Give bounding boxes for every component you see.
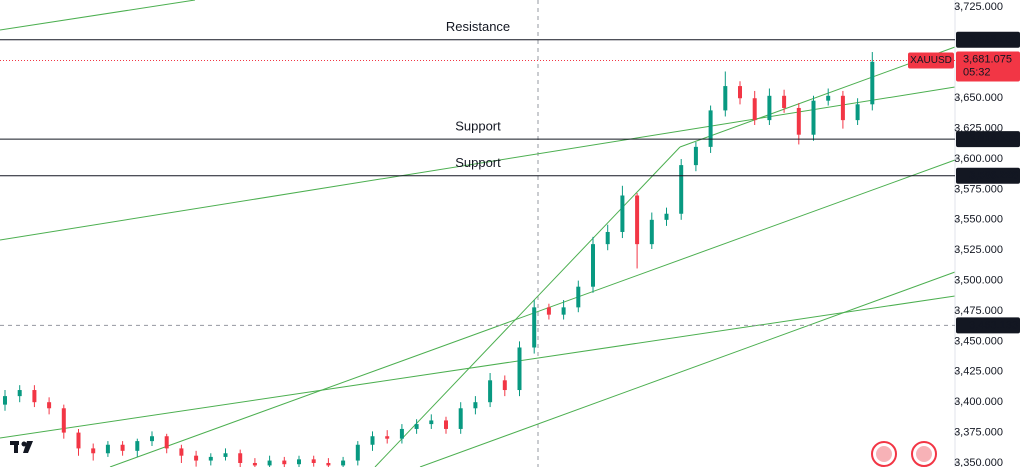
candle-body [355, 444, 360, 461]
candle-body [811, 100, 816, 135]
candle-body [297, 459, 301, 465]
y-tick-label: 3,650.000 [954, 92, 1003, 104]
candle-body [679, 165, 684, 214]
candle-body [561, 307, 566, 315]
candle-body [429, 420, 434, 425]
candle-body [620, 195, 625, 232]
candle-body [208, 456, 213, 461]
candle-body [708, 110, 713, 147]
y-tick-label: 3,450.000 [954, 335, 1003, 347]
trendline [374, 146, 681, 467]
flag-icons [871, 441, 937, 467]
candle-body [870, 61, 875, 105]
trendline [0, 295, 956, 439]
candle-body [164, 436, 169, 449]
candle-body [752, 98, 757, 121]
candle-body [223, 453, 228, 457]
candle-body [458, 408, 463, 429]
candle-body [502, 380, 507, 391]
trendline [419, 271, 956, 467]
countdown: 05:32 [963, 66, 991, 78]
candle-body [532, 307, 537, 348]
candle-body [76, 432, 81, 449]
level-label: 3,616.335 [969, 133, 1018, 145]
candle-body [414, 424, 419, 429]
y-tick-label: 3,600.000 [954, 153, 1003, 165]
candle-body [194, 455, 199, 461]
current-price-box [956, 51, 1020, 82]
candle-body [444, 420, 448, 429]
candle-body [488, 380, 493, 403]
trendline [0, 0, 196, 31]
candle-body [179, 448, 184, 456]
candle-body [738, 86, 742, 99]
crosshair-label: 3,463.133 [969, 319, 1018, 331]
candle-body [370, 436, 375, 445]
level-label: 3,586.226 [969, 170, 1018, 182]
candle-body [135, 441, 140, 451]
candle-body [840, 95, 845, 121]
candle-body [120, 444, 125, 451]
candle-body [267, 460, 272, 466]
candle-body [517, 347, 522, 391]
y-tick-label: 3,575.000 [954, 183, 1003, 195]
y-tick-label: 3,425.000 [954, 366, 1003, 378]
candle-body [399, 428, 404, 439]
candle-body [341, 460, 346, 466]
current-price-label: 3,681.075 [963, 53, 1012, 65]
candle-body [826, 95, 831, 101]
candle-body [238, 453, 243, 463]
y-tick-label: 3,400.000 [954, 396, 1003, 408]
candle-body [311, 459, 316, 463]
candle-body [767, 95, 772, 121]
candle-body [252, 462, 257, 466]
level-label-box [956, 31, 1020, 48]
candle-body [635, 195, 640, 245]
candle-body [664, 213, 669, 220]
candle-body [3, 396, 7, 405]
candle-body [796, 107, 801, 135]
candle-body [282, 460, 287, 465]
candle-body [723, 86, 728, 111]
trendline [0, 86, 956, 241]
level-name: Support [455, 119, 501, 134]
symbol-box [908, 52, 954, 69]
candle-body [385, 436, 390, 439]
candle-body [855, 104, 860, 121]
candle-body [32, 390, 37, 403]
candle-body [150, 436, 154, 442]
y-tick-label: 3,375.000 [954, 426, 1003, 438]
level-label: 3,698.068 [969, 34, 1018, 46]
candle-body [326, 462, 331, 466]
y-tick-label: 3,350.000 [954, 457, 1003, 467]
candle-body [605, 231, 610, 245]
candle-body [693, 146, 698, 166]
candle-body [576, 286, 581, 308]
crosshair-label-box [956, 317, 1020, 334]
logo [10, 441, 33, 453]
candle-body [17, 390, 22, 397]
candle-body [591, 244, 595, 287]
candle-body [91, 448, 96, 454]
symbol: XAUUSD [910, 55, 952, 66]
level-label-box [956, 131, 1020, 148]
y-tick-label: 3,500.000 [954, 275, 1003, 287]
y-tick-label: 3,525.000 [954, 244, 1003, 256]
y-tick-label: 3,550.000 [954, 214, 1003, 226]
level-label-box [956, 167, 1020, 184]
level-name: Support [455, 155, 501, 170]
y-tick-label: 3,725.000 [954, 1, 1003, 13]
candle-body [47, 402, 52, 409]
candle-body [782, 95, 787, 108]
candle-body [546, 307, 551, 315]
trendlines [0, 0, 956, 467]
candle-body [61, 408, 66, 433]
candle-body [105, 444, 110, 454]
candle-body [473, 402, 478, 409]
y-tick-label: 3,475.000 [954, 305, 1003, 317]
level-name: Resistance [446, 19, 510, 34]
candle-body [649, 219, 654, 245]
